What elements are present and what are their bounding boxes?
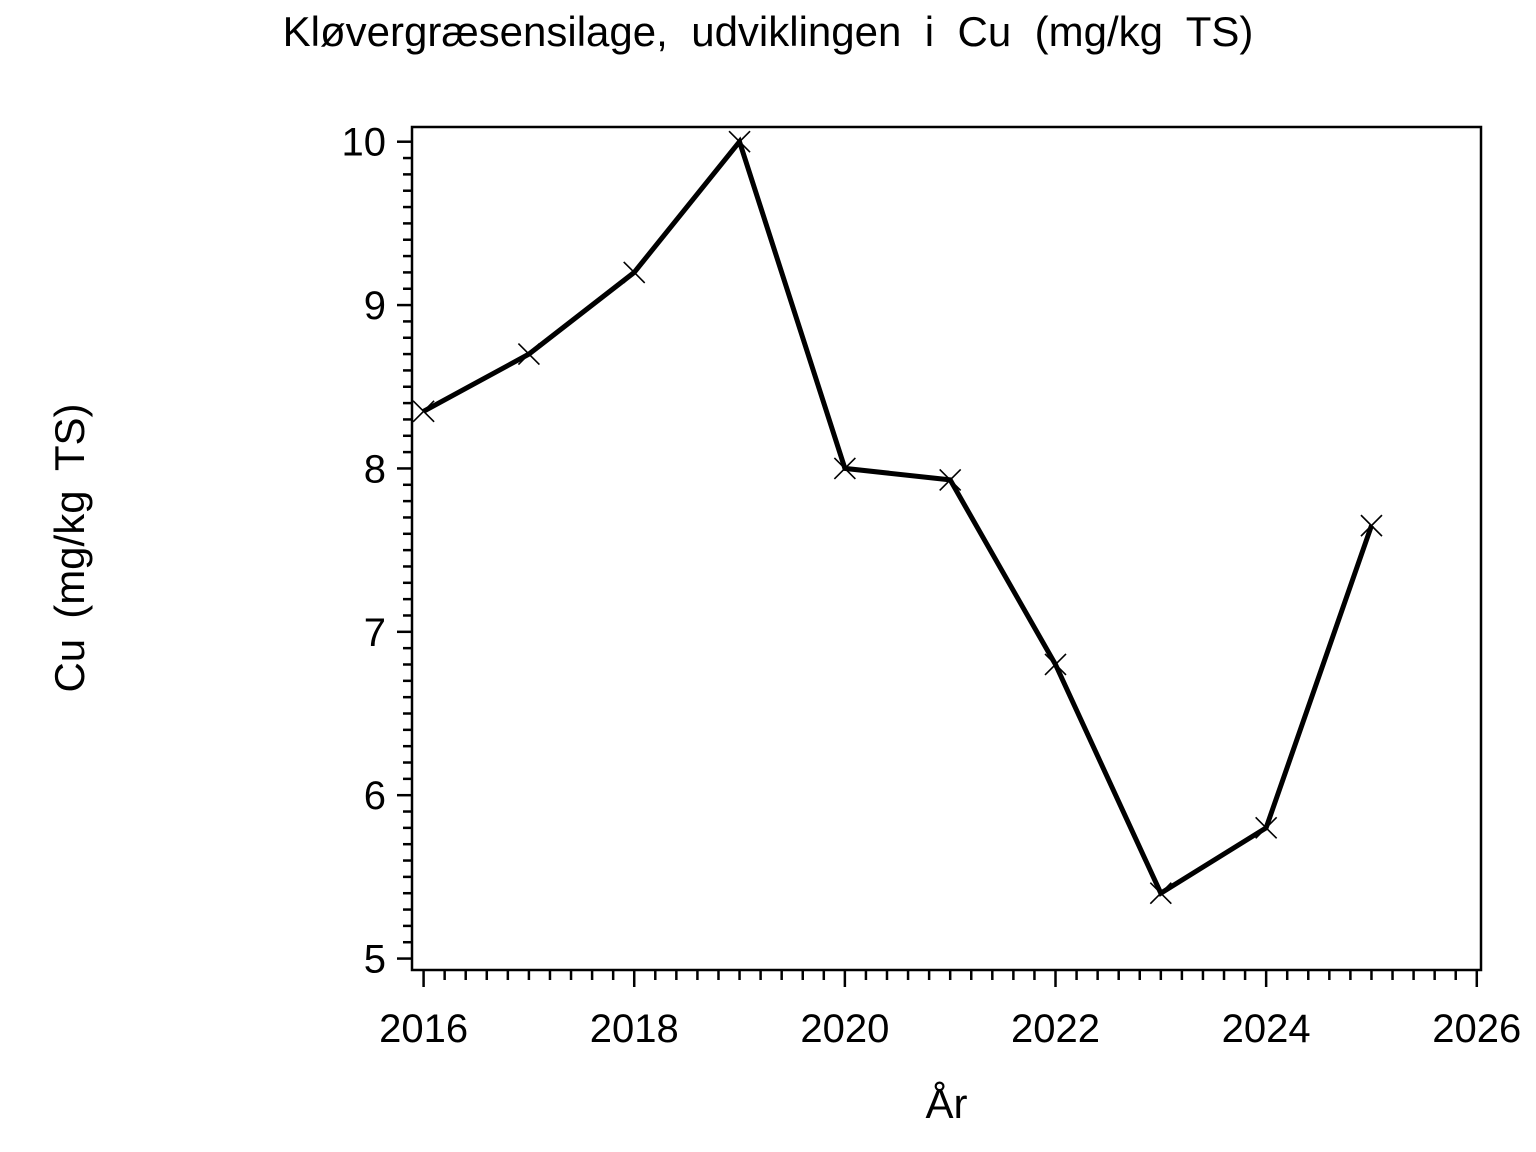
y-tick-label: 7 bbox=[364, 611, 386, 655]
y-tick-label: 8 bbox=[364, 447, 386, 491]
y-axis-major-ticks bbox=[397, 140, 412, 960]
y-tick-label: 6 bbox=[364, 774, 386, 818]
x-axis-major-ticks bbox=[422, 970, 1479, 987]
data-point-marker-2022 bbox=[1044, 653, 1067, 676]
data-point-marker-2021 bbox=[939, 468, 962, 491]
data-point-marker-2018 bbox=[623, 261, 646, 284]
x-axis-label: År bbox=[925, 1080, 968, 1127]
y-tick-label: 9 bbox=[364, 284, 386, 328]
x-tick-label: 2026 bbox=[1432, 1007, 1521, 1051]
data-point-marker-2016 bbox=[412, 400, 435, 423]
chart-title: Kløvergræsensilage, udviklingen i Cu (mg… bbox=[282, 8, 1254, 55]
x-tick-label: 2020 bbox=[800, 1007, 889, 1051]
x-axis-tick-labels: 2016 2018 2020 2022 2024 2026 bbox=[379, 1007, 1521, 1051]
x-tick-label: 2016 bbox=[379, 1007, 468, 1051]
x-tick-label: 2024 bbox=[1222, 1007, 1311, 1051]
y-axis-tick-labels: 5 6 7 8 9 10 bbox=[342, 121, 387, 982]
y-tick-label: 5 bbox=[364, 938, 386, 982]
data-point-marker-2024 bbox=[1255, 816, 1278, 839]
data-point-marker-2023 bbox=[1149, 882, 1172, 905]
plot-frame bbox=[410, 125, 1483, 972]
y-axis-label: Cu (mg/kg TS) bbox=[46, 403, 93, 693]
data-point-marker-2025 bbox=[1360, 514, 1383, 537]
series-line bbox=[422, 136, 1374, 897]
data-point-marker-2017 bbox=[517, 343, 540, 366]
data-point-marker-2020 bbox=[833, 457, 856, 480]
x-axis-minor-ticks bbox=[443, 970, 1457, 980]
y-tick-label: 10 bbox=[342, 121, 387, 165]
data-point-marker-2019 bbox=[728, 130, 751, 153]
x-tick-label: 2022 bbox=[1011, 1007, 1100, 1051]
y-axis-minor-ticks bbox=[403, 156, 412, 944]
data-point-markers bbox=[412, 130, 1383, 905]
x-tick-label: 2018 bbox=[590, 1007, 679, 1051]
